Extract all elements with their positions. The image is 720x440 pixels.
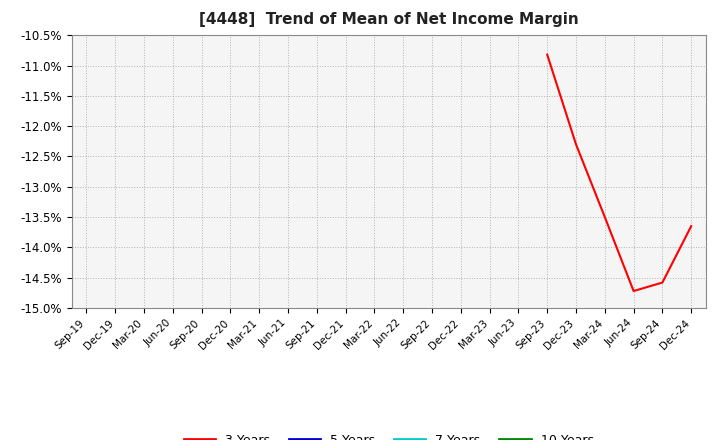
Title: [4448]  Trend of Mean of Net Income Margin: [4448] Trend of Mean of Net Income Margi… [199, 12, 579, 27]
Legend: 3 Years, 5 Years, 7 Years, 10 Years: 3 Years, 5 Years, 7 Years, 10 Years [179, 429, 598, 440]
